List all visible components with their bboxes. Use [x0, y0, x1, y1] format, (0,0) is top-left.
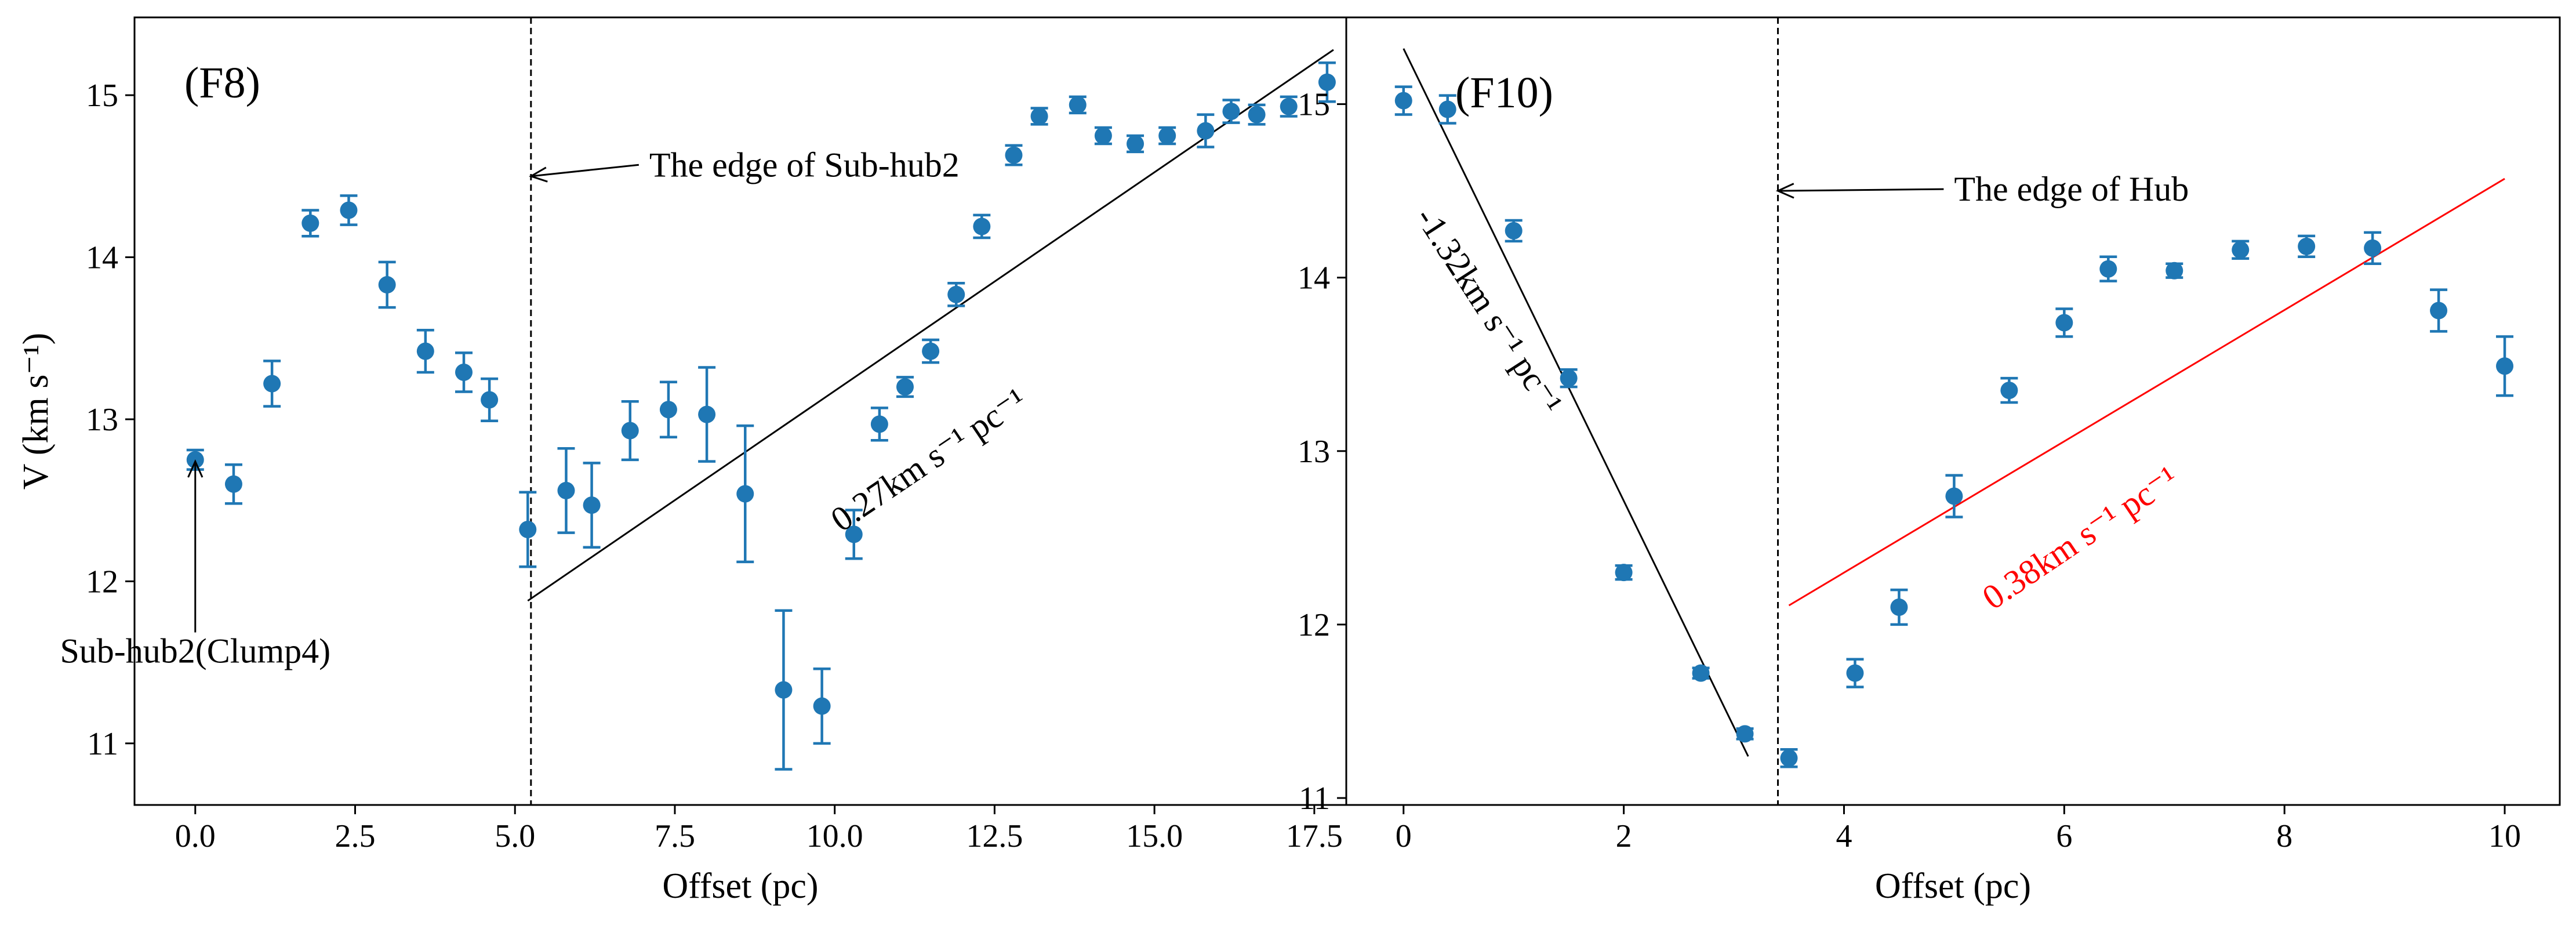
- panel-f10-annotation-arrow: [1778, 188, 1944, 192]
- panel-f8-data-point: [1248, 106, 1266, 124]
- panel-f8-data-point: [1094, 126, 1112, 144]
- panel-f8-annotation-arrow: [531, 164, 639, 177]
- panel-f10-data-point: [1890, 598, 1908, 616]
- panel-f8-x-axis-label: Offset (pc): [662, 866, 818, 906]
- panel-f8-data-point: [1030, 107, 1048, 125]
- panel-f8-marks: [186, 17, 1336, 805]
- panel-f8-x-tick-label: 5.0: [495, 818, 535, 854]
- panel-f10-y-tick-label: 14: [1298, 260, 1330, 296]
- panel-f10-data-point: [2364, 239, 2382, 257]
- panel-f10-data-point: [2232, 241, 2250, 259]
- panel-f8-data-point: [947, 285, 965, 303]
- panel-f8-data-point: [1127, 135, 1145, 153]
- panel-f8-data-point: [378, 276, 396, 294]
- panel-f8-x-tick-label: 10.0: [806, 818, 863, 854]
- panel-f8-data-point: [736, 485, 754, 503]
- panel-f8-data-point: [922, 342, 940, 360]
- panel-f10-y-tick-label: 11: [1299, 781, 1330, 817]
- panel-f10-annotation-arrowhead: [1775, 183, 1794, 199]
- panel-f10-x-tick-label: 8: [2276, 818, 2292, 854]
- panel-f10-y-tick-label: 12: [1298, 607, 1330, 643]
- panel-f10-data-point: [1692, 664, 1710, 682]
- panel-f8-y-tick-label: 12: [86, 564, 118, 600]
- panel-f10-data-point: [1394, 92, 1412, 110]
- panel-f10-data-point: [1780, 749, 1798, 767]
- panel-f8-data-point: [973, 217, 991, 235]
- panel-f8-data-point: [301, 214, 319, 232]
- panel-f8-x-tick-label: 12.5: [966, 818, 1023, 854]
- panel-f10-data-point: [2055, 314, 2073, 332]
- panel-f10-data-point: [1615, 564, 1633, 582]
- panel-f8-data-point: [621, 422, 639, 440]
- panel-f10-data-point: [2000, 382, 2018, 400]
- panel-f8-data-point: [557, 481, 575, 499]
- panel-f8-data-point: [845, 525, 863, 543]
- panel-f8-x-tick-label: 2.5: [335, 818, 376, 854]
- panel-f8-y-tick-label: 13: [86, 402, 118, 438]
- panel-f8-x-tick-label: 15.0: [1126, 818, 1183, 854]
- panel-f8-y-tick-label: 14: [86, 240, 118, 276]
- panel-f8-data-point: [455, 363, 473, 381]
- panel-f10-data-point: [1945, 487, 1963, 505]
- panel-f8-x-tick-label: 7.5: [655, 818, 695, 854]
- panel-f8-y-tick-label: 15: [86, 78, 118, 114]
- panel-f10-x-tick-label: 10: [2488, 818, 2521, 854]
- panel-f10-data-point: [1736, 725, 1754, 743]
- panel-f10-fit-line: [1403, 48, 1749, 757]
- panel-f8-x-tick-label: 17.5: [1286, 818, 1343, 854]
- panel-f8-x-tick-label: 0.0: [175, 818, 216, 854]
- panel-f8-annotation-arrowhead: [187, 459, 204, 478]
- panel-f8-data-point: [1158, 126, 1176, 144]
- panel-f8-data-point: [481, 391, 499, 409]
- panel-f8-annotation-arrowhead: [529, 166, 548, 183]
- panel-f10-x-tick-label: 6: [2056, 818, 2072, 854]
- panel-f8-data-point: [583, 496, 601, 514]
- panel-f10-y-tick-label: 13: [1298, 434, 1330, 470]
- panel-f10-data-point: [1505, 222, 1523, 240]
- annotation-edge-of-hub: The edge of Hub: [1954, 170, 2189, 208]
- panel-f10-data-point: [2099, 260, 2117, 278]
- panel-f8-data-point: [1005, 146, 1023, 164]
- panel-f10-x-tick-label: 4: [1836, 818, 1852, 854]
- panel-f10-fit-line-red: [1788, 177, 2505, 607]
- panel-f8-y-tick-label: 11: [87, 726, 118, 762]
- panel-f8-data-point: [224, 475, 242, 493]
- panel-f10-data-point: [2430, 302, 2448, 320]
- panel-f8-fit-line: [527, 49, 1334, 602]
- panel-f10-x-axis-label: Offset (pc): [1875, 866, 2031, 906]
- panel-f8-data-point: [416, 342, 434, 360]
- panel-f10-data-point: [1438, 100, 1456, 118]
- panel-f8-data-point: [870, 415, 888, 433]
- panel-f8-y-axis-label: V (km s⁻¹): [16, 333, 56, 490]
- panel-f8-data-point: [1222, 103, 1240, 121]
- panel-f10-y-tick-label: 15: [1298, 87, 1330, 123]
- panel-f8-data-point: [1318, 73, 1336, 91]
- panel-f10-x-tick-label: 0: [1396, 818, 1412, 854]
- panel-f8-data-point: [896, 378, 914, 396]
- panel-f10-marks: [1394, 17, 2514, 805]
- panel-f10-label: (F10): [1455, 68, 1553, 117]
- panel-f10-data-point: [2166, 262, 2183, 280]
- panel-f10-x-tick-label: 2: [1616, 818, 1632, 854]
- panel-f10-data-point: [1846, 664, 1864, 682]
- annotation-sub-hub2-clump4: Sub-hub2(Clump4): [60, 632, 330, 670]
- panel-f8-data-point: [813, 697, 831, 715]
- panel-f8-label: (F8): [184, 59, 260, 107]
- panel-f8-data-point: [1069, 96, 1087, 114]
- panel-f8-data-point: [698, 405, 716, 423]
- annotation-edge-of-sub-hub2: The edge of Sub-hub2: [649, 146, 960, 184]
- panel-f8-data-point: [340, 201, 358, 219]
- panel-f8-data-point: [1280, 97, 1298, 115]
- panel-f10-frame: [1345, 16, 2561, 806]
- panel-f10-data-point: [2298, 237, 2316, 255]
- panel-f8-data-point: [263, 375, 281, 393]
- panel-f8-data-point: [1197, 122, 1215, 140]
- panel-f10-data-point: [2496, 357, 2514, 375]
- panel-f8-data-point: [775, 681, 793, 699]
- panel-f8-data-point: [519, 520, 537, 538]
- panel-f8-data-point: [659, 401, 677, 419]
- panel-f10-data-point: [1560, 369, 1578, 387]
